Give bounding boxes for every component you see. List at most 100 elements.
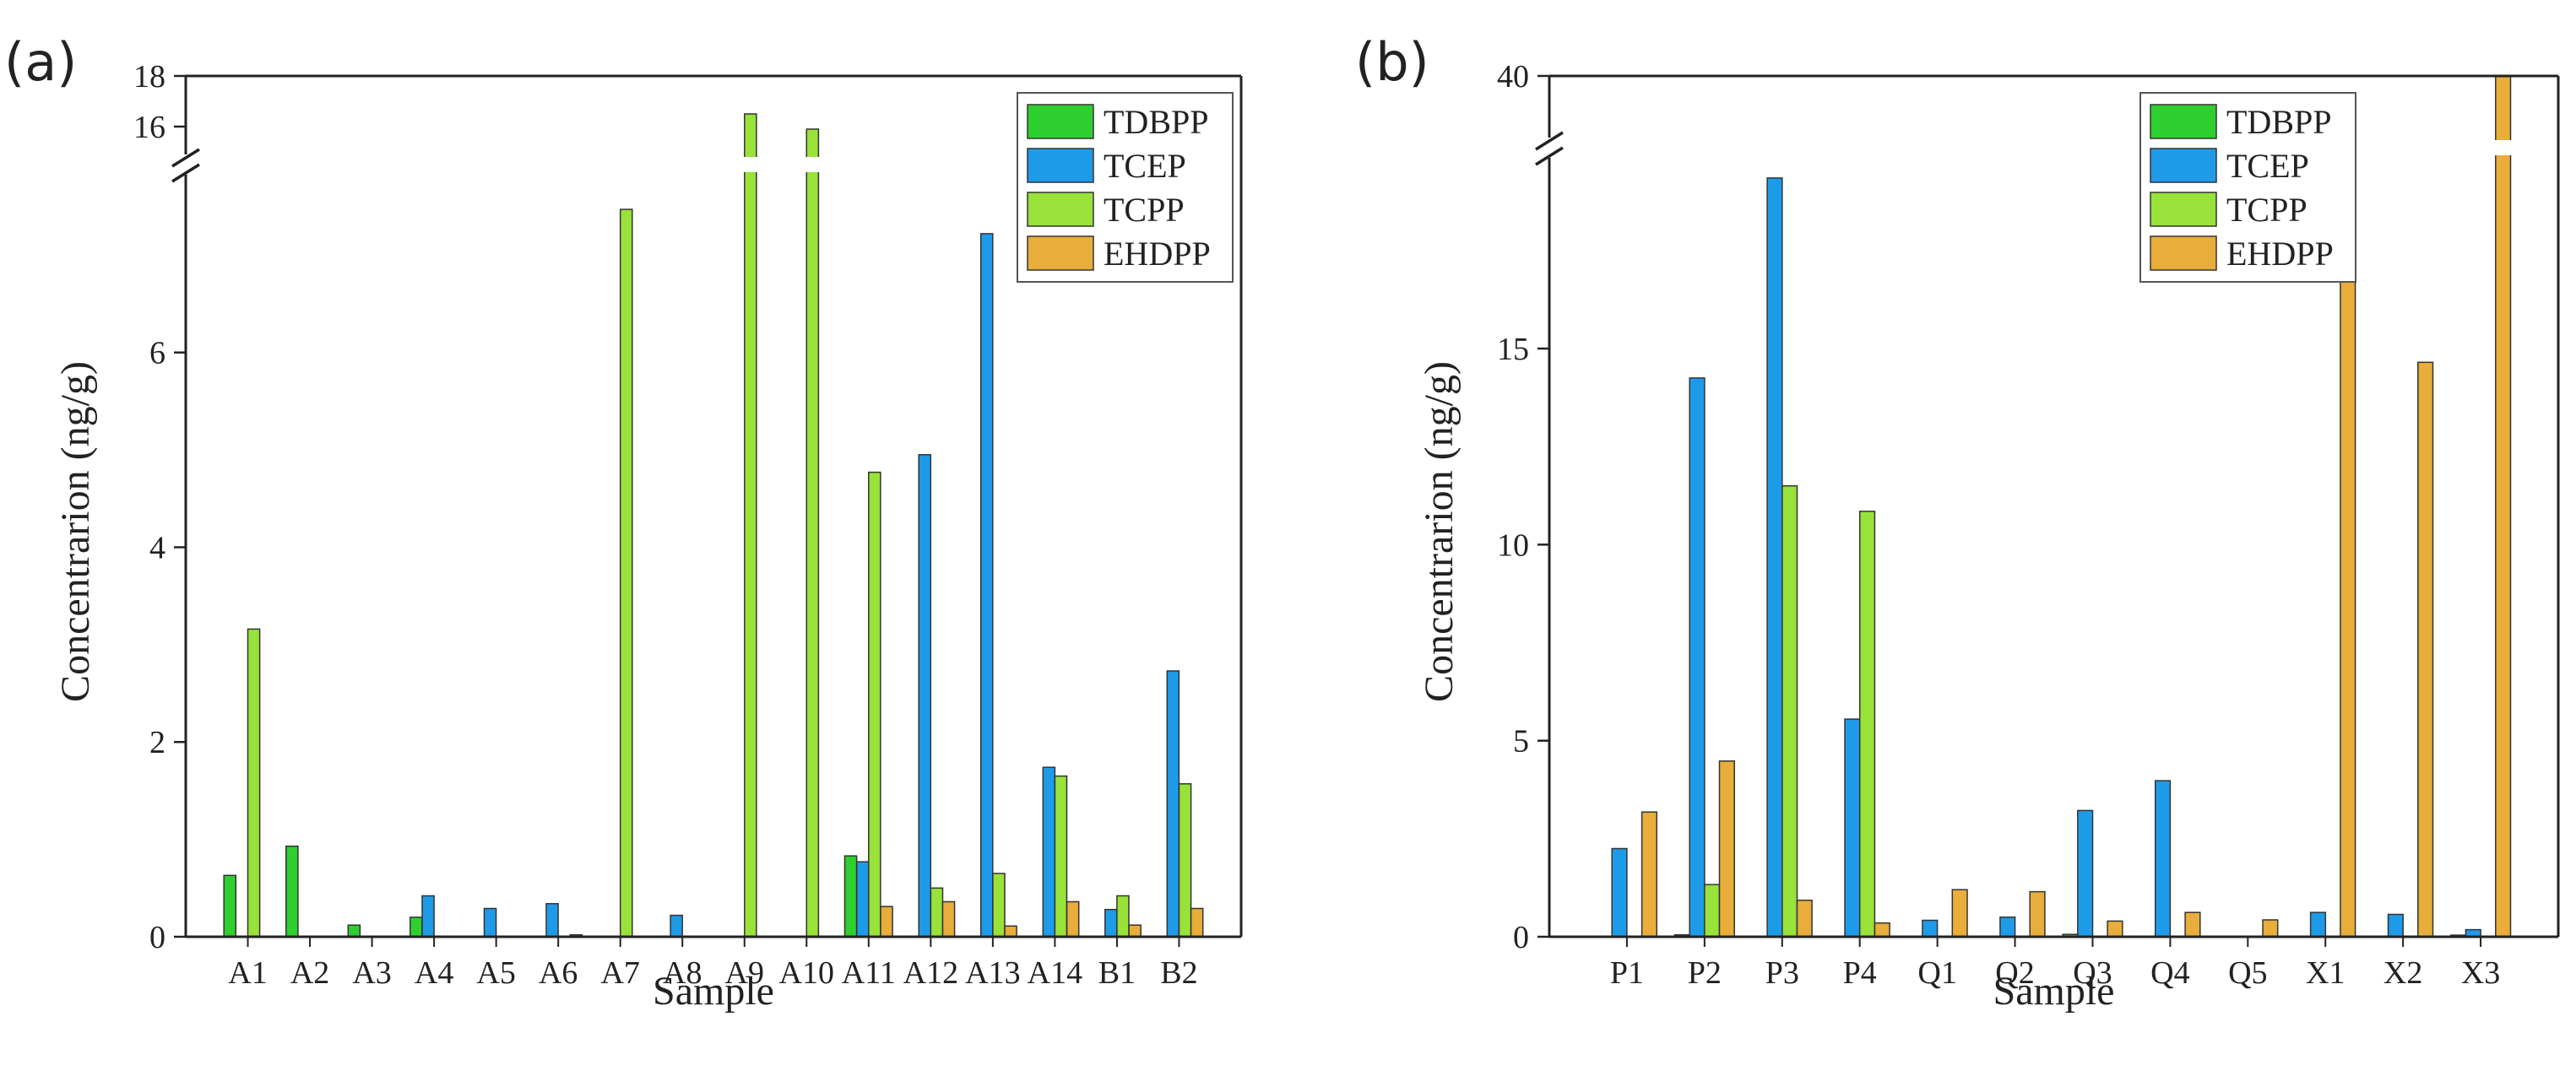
- x-tick-label: A3: [352, 955, 391, 991]
- legend-swatch-tdbpp: [1027, 104, 1094, 139]
- x-tick-label: P1: [1610, 955, 1644, 991]
- bar-tcep-a8: [670, 914, 683, 938]
- bar-ehdpp-a13: [1004, 925, 1017, 938]
- y-axis-title: Concentrarion (ng/g): [1417, 361, 1462, 702]
- bar-tcpp-a7: [619, 208, 633, 938]
- x-tick-label: A8: [663, 955, 702, 991]
- bar-tcpp-b2: [1178, 783, 1192, 938]
- x-tick-label: A9: [725, 955, 764, 991]
- x-tick-label: A7: [600, 955, 639, 991]
- x-tick-label: A6: [539, 955, 578, 991]
- x-tick-label: B1: [1098, 955, 1136, 991]
- bar-tcep-q2: [1999, 916, 2016, 938]
- y-tick-label: 18: [133, 59, 165, 95]
- bar-tcep-b2: [1166, 670, 1180, 938]
- x-tick-label: A4: [415, 955, 453, 991]
- bar-tcpp-a1: [247, 628, 261, 938]
- x-tick-label: B2: [1160, 955, 1197, 991]
- x-tick-label: P4: [1843, 955, 1877, 991]
- axis-break-mark: [1535, 131, 1564, 151]
- legend-label-tdbpp: TDBPP: [1104, 103, 1209, 141]
- x-tick-label: P2: [1688, 955, 1722, 991]
- x-tick-label: A14: [1028, 955, 1082, 991]
- bar-ehdpp-p1: [1641, 811, 1658, 938]
- bar-tcpp-a14: [1054, 775, 1068, 938]
- bar-tcpp-a13: [992, 873, 1006, 938]
- bar-tcpp-p4: [1858, 511, 1876, 938]
- x-tick-label: P3: [1765, 955, 1799, 991]
- x-tick-label: A11: [842, 955, 896, 991]
- y-tick-label: 40: [1497, 59, 1529, 95]
- bar-tcep-x1: [2309, 911, 2327, 938]
- bar-tdbpp-a11: [843, 855, 858, 938]
- x-tick-label: X2: [2383, 955, 2422, 991]
- x-tick-label: Q4: [2150, 955, 2189, 991]
- bar-tcep-p3: [1766, 177, 1783, 938]
- bar-ehdpp-b1: [1128, 924, 1142, 938]
- x-tick-label: X3: [2461, 955, 2500, 991]
- bar-tcpp-p2: [1704, 884, 1721, 938]
- legend-swatch-ehdpp: [1027, 235, 1094, 271]
- bar-tcep-a5: [483, 907, 497, 938]
- legend-swatch-tcpp: [1027, 192, 1094, 227]
- x-tick-label: Q1: [1917, 955, 1956, 991]
- bar-tcep-q3: [2077, 809, 2094, 938]
- bar-ehdpp-x3: [2495, 75, 2512, 938]
- x-tick-label: A13: [965, 955, 1020, 991]
- x-tick-label: Q5: [2228, 955, 2267, 991]
- legend-label-tcpp: TCPP: [2226, 191, 2308, 229]
- legend-label-tcpp: TCPP: [1104, 191, 1185, 229]
- bar-tdbpp-a2: [285, 845, 299, 938]
- axis-break-mark: [1535, 146, 1564, 166]
- bar-ehdpp-a12: [941, 900, 956, 938]
- bar-tcep-a14: [1042, 766, 1056, 938]
- bar-tdbpp-a3: [347, 924, 361, 938]
- bar-ehdpp-p4: [1874, 922, 1890, 938]
- bar-break-gap: [743, 157, 757, 172]
- y-tick-label: 10: [1497, 527, 1529, 563]
- legend-label-tcep: TCEP: [1104, 147, 1186, 185]
- x-axis-title: Sample: [653, 969, 774, 1014]
- x-tick-label: A5: [476, 955, 515, 991]
- bar-tcep-q1: [1922, 919, 1939, 938]
- legend-swatch-tcep: [1027, 148, 1094, 183]
- y-tick-label: 0: [149, 920, 165, 955]
- x-tick-label: A12: [903, 955, 958, 991]
- panel-a: (a) A1 A2 A3 A4 A5 A6 A7 A8 A9 A10 A11 A12 A13 A14 B1 B2…: [4, 31, 1243, 1014]
- bar-tcpp-p3: [1782, 484, 1798, 938]
- axis-break-mark: [171, 163, 200, 183]
- bar-tcep-a4: [421, 895, 435, 938]
- bar-ehdpp-b2: [1190, 907, 1204, 938]
- y-tick-label: 0: [1513, 920, 1529, 955]
- bar-tcep-a13: [979, 233, 994, 938]
- panel-label: (a): [4, 31, 77, 93]
- bar-tcep-a6: [545, 903, 559, 938]
- bar-tcpp-a10: [805, 128, 820, 938]
- bar-tcpp-a9: [744, 113, 757, 938]
- bar-tcep-p4: [1844, 718, 1861, 938]
- y-tick-label: 2: [149, 725, 165, 760]
- legend-swatch-tcep: [2150, 148, 2217, 183]
- bar-ehdpp-p2: [1718, 760, 1735, 938]
- bar-ehdpp-q5: [2262, 919, 2279, 938]
- bar-tcep-a11: [855, 861, 870, 938]
- y-axis-title: Concentrarion (ng/g): [53, 361, 98, 702]
- legend-label-tcep: TCEP: [2226, 147, 2309, 185]
- x-tick-label: X1: [2306, 955, 2345, 991]
- y-tick-label: 5: [1513, 724, 1529, 760]
- panel-b: (b) P1 P2 P3 P4 Q1 Q2 Q3 Q4 Q5 X1 X2 X3 0 5 10 15 40 Sampl…: [1355, 31, 2560, 1014]
- bar-ehdpp-q1: [1951, 889, 1968, 938]
- bar-ehdpp-q3: [2107, 920, 2123, 938]
- bar-ehdpp-p3: [1796, 900, 1813, 938]
- bar-tcep-q4: [2154, 780, 2172, 938]
- legend-label-ehdpp: EHDPP: [2226, 235, 2334, 273]
- bar-tcpp-a11: [868, 471, 881, 938]
- x-tick-label: Q2: [1995, 955, 2034, 991]
- bar-ehdpp-a14: [1066, 900, 1080, 938]
- bar-tcep-p1: [1611, 847, 1628, 938]
- y-tick-label: 16: [133, 110, 165, 145]
- x-tick-label: A2: [290, 955, 329, 991]
- legend-swatch-ehdpp: [2150, 235, 2217, 271]
- legend-label-tdbpp: TDBPP: [2226, 103, 2332, 141]
